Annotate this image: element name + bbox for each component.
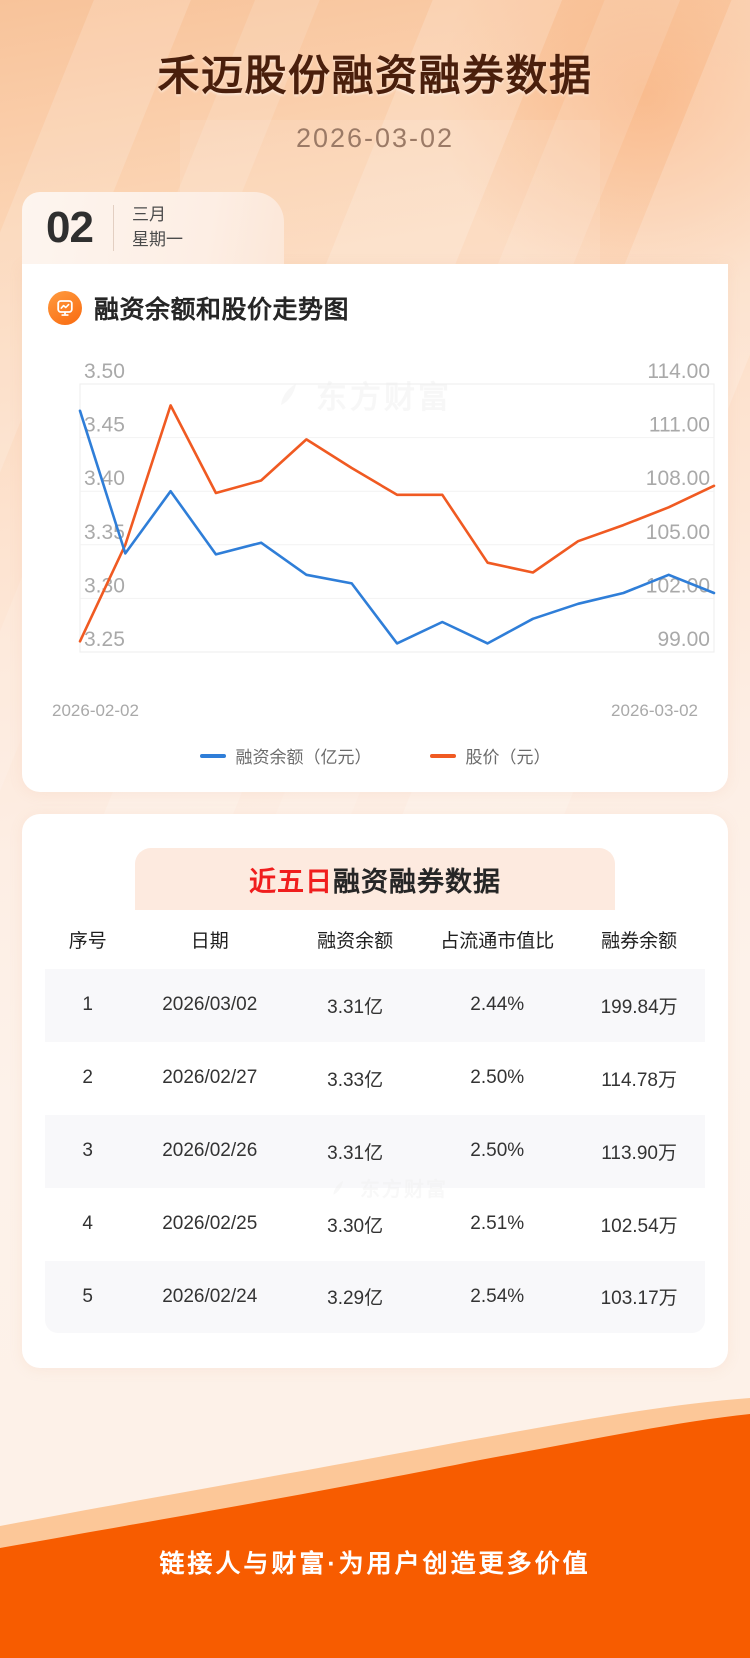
- row-date: 2026/02/27: [162, 1067, 258, 1088]
- y-axis-right-tick-4: 102.00: [646, 574, 710, 597]
- x-axis-end-label: 2026-03-02: [611, 701, 698, 720]
- table-title-highlight: 近五日: [249, 866, 333, 897]
- y-axis-left-tick-2: 3.40: [84, 467, 125, 490]
- chart-line-margin-balance: [78, 409, 716, 645]
- y-axis-right-tick-3: 105.00: [646, 521, 710, 544]
- row-date: 2026/02/25: [162, 1213, 258, 1234]
- table-title-badge: 近五日 融资融券数据: [135, 848, 615, 910]
- row-index: 5: [82, 1285, 93, 1307]
- chart-monitor-icon: [48, 291, 82, 325]
- row-margin-balance: 3.31亿: [327, 996, 384, 1018]
- row-short-balance: 102.54万: [600, 1215, 678, 1237]
- y-axis-right-tick-5: 99.00: [657, 628, 710, 651]
- y-axis-left-tick-1: 3.45: [84, 414, 125, 437]
- row-short-balance: 114.78万: [601, 1069, 677, 1091]
- date-day: 02: [46, 203, 94, 252]
- page-footer: 链接人与财富·为用户创造更多价值: [0, 1398, 750, 1658]
- legend-item-price[interactable]: 股价（元）: [429, 743, 551, 768]
- page-title: 禾迈股份融资融券数据: [157, 52, 593, 99]
- column-header-date: 日期: [190, 931, 229, 953]
- y-axis-left-tick-4: 3.30: [84, 574, 125, 597]
- date-weekday: 星期一: [131, 230, 183, 249]
- row-ratio: 2.51%: [470, 1213, 525, 1234]
- chart-legend: 融资余额（亿元） 股价（元）: [22, 743, 728, 768]
- row-margin-balance: 3.29亿: [327, 1288, 384, 1310]
- legend-label-price: 股价（元）: [465, 748, 551, 767]
- table-row: 4 2026/02/25 3.30亿 2.51% 102.54万: [45, 1187, 705, 1261]
- page-subtitle-date: 2026-03-02: [295, 123, 455, 153]
- date-chip: 02 三月 星期一: [22, 192, 284, 264]
- table-row: 1 2026/03/02 3.31亿 2.44% 199.84万: [45, 968, 705, 1042]
- row-index: 3: [82, 1140, 93, 1161]
- row-margin-balance: 3.31亿: [327, 1142, 384, 1164]
- row-ratio: 2.50%: [470, 1067, 525, 1088]
- row-short-balance: 113.90万: [601, 1142, 677, 1164]
- legend-swatch-margin: [199, 753, 226, 758]
- chart-title: 融资余额和股价走势图: [94, 296, 350, 324]
- y-axis-left-tick-0: 3.50: [84, 360, 125, 383]
- row-date: 2026/02/26: [162, 1140, 258, 1161]
- margin-trading-table: 序号 日期 融资余额 占流通市值比 融券余额 1 2026/03/02 3.31亿 2…: [44, 910, 706, 1334]
- table-card: 近五日 融资融券数据 序号 日期 融资余额 占流通市值比 融券余额 1 2026/0…: [22, 814, 728, 1368]
- y-axis-right-tick-1: 111.00: [649, 414, 710, 437]
- y-axis-left-tick-5: 3.25: [84, 628, 125, 651]
- row-short-balance: 103.17万: [600, 1288, 678, 1310]
- y-axis-right-tick-2: 108.00: [646, 467, 710, 490]
- column-header-margin: 融资余额: [317, 931, 394, 953]
- table-row: 3 2026/02/26 3.31亿 2.50% 113.90万: [45, 1114, 705, 1188]
- row-margin-balance: 3.30亿: [327, 1215, 384, 1237]
- date-month: 三月: [131, 205, 166, 225]
- y-axis-right-tick-0: 114.00: [647, 360, 710, 383]
- footer-slogan: 链接人与财富·为用户创造更多价值: [159, 1550, 591, 1578]
- column-header-index: 序号: [68, 931, 107, 953]
- column-header-ratio: 占流通市值比: [440, 931, 555, 953]
- legend-item-margin-balance[interactable]: 融资余额（亿元）: [199, 743, 372, 768]
- chart-card: 融资余额和股价走势图 3.50 3.45 3.40 3.35 3.30 3.25 114.…: [22, 264, 728, 792]
- row-short-balance: 199.84万: [600, 996, 678, 1018]
- table-row: 2 2026/02/27 3.33亿 2.50% 114.78万: [45, 1041, 705, 1115]
- y-axis-left-tick-3: 3.35: [84, 521, 125, 544]
- line-chart[interactable]: 3.50 3.45 3.40 3.35 3.30 3.25 114.00 111.00 108…: [46, 352, 748, 697]
- x-axis-start-label: 2026-02-02: [52, 701, 139, 720]
- row-index: 2: [82, 1067, 93, 1088]
- page-header: 禾迈股份融资融券数据 2026-03-02: [0, 0, 750, 154]
- table-header-row: 序号 日期 融资余额 占流通市值比 融券余额: [45, 911, 705, 969]
- table-body: 1 2026/03/02 3.31亿 2.44% 199.84万 2 2026/02/27 3…: [45, 968, 705, 1333]
- row-date: 2026/02/24: [162, 1285, 258, 1307]
- legend-swatch-price: [429, 753, 456, 758]
- column-header-short: 融券余额: [601, 931, 678, 953]
- chart-card-header: 融资余额和股价走势图: [22, 290, 728, 326]
- table-row: 5 2026/02/24 3.29亿 2.54% 103.17万: [45, 1260, 705, 1333]
- chart-x-axis: 2026-02-02 2026-03-02: [22, 701, 728, 721]
- row-ratio: 2.44%: [470, 994, 525, 1015]
- row-ratio: 2.54%: [470, 1285, 525, 1307]
- row-index: 1: [82, 994, 93, 1015]
- date-divider: [112, 205, 114, 251]
- legend-label-margin: 融资余额（亿元）: [235, 748, 372, 767]
- row-date: 2026/03/02: [162, 994, 258, 1015]
- row-margin-balance: 3.33亿: [327, 1069, 384, 1091]
- footer-wave: [0, 1398, 750, 1658]
- row-index: 4: [82, 1213, 93, 1234]
- row-ratio: 2.50%: [470, 1140, 525, 1161]
- table-title-rest: 融资融券数据: [333, 866, 501, 897]
- chart-line-price: [78, 404, 716, 643]
- chart-plot-wrapper: 3.50 3.45 3.40 3.35 3.30 3.25 114.00 111.00 108…: [22, 352, 728, 697]
